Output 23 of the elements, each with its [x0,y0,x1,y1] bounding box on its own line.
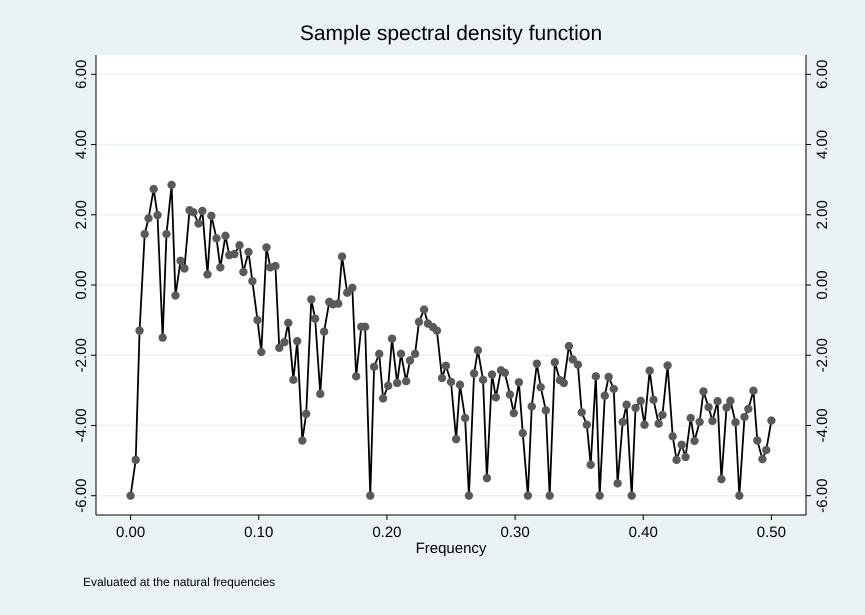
x-tick-label: 0.20 [372,524,402,541]
y-tick-label: 2.00 [73,200,90,230]
x-axis-title: Frequency [416,540,487,557]
y-tick-label: 0.00 [73,270,90,300]
x-tick-label: 0.30 [500,524,530,541]
y2-tick-label: 0.00 [814,270,831,300]
y2-tick-label: -4.00 [814,408,831,443]
y-tick-label: 6.00 [73,60,90,89]
y-tick-label: 4.00 [73,130,90,160]
x-tick-label: 0.40 [628,524,658,541]
y2-tick-label: 2.00 [814,200,831,230]
x-tick-label: 0.00 [116,524,146,541]
y-tick-label: -4.00 [73,408,90,443]
y2-tick-label: 6.00 [814,60,831,89]
y-tick-label: -2.00 [73,338,90,372]
y2-tick-label: -2.00 [814,338,831,372]
y2-tick-label: 4.00 [814,130,831,160]
y-tick-label: -6.00 [73,478,90,513]
x-tick-label: 0.10 [244,524,274,541]
y2-tick-label: -6.00 [814,478,831,513]
x-tick-label: 0.50 [756,524,786,541]
chart-title: Sample spectral density function [300,22,602,45]
text: Evaluated at the natural frequencies [83,575,276,589]
